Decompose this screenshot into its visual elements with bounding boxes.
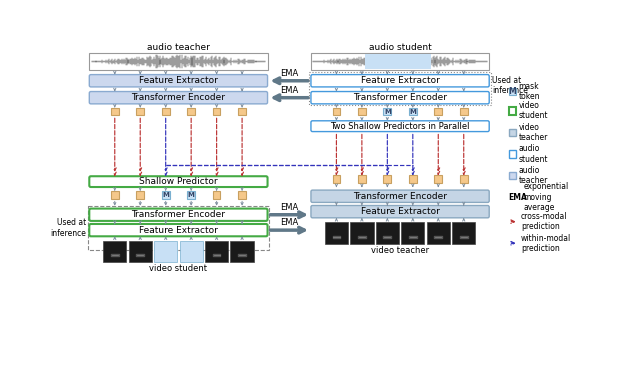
Bar bbox=[162, 108, 170, 115]
Bar bbox=[136, 108, 144, 115]
Bar bbox=[129, 241, 152, 262]
FancyBboxPatch shape bbox=[311, 92, 489, 104]
FancyBboxPatch shape bbox=[311, 190, 489, 203]
Bar bbox=[188, 191, 195, 199]
Text: M: M bbox=[509, 87, 516, 96]
Bar bbox=[358, 176, 365, 183]
Bar bbox=[460, 176, 468, 183]
FancyBboxPatch shape bbox=[311, 205, 489, 218]
Text: Transformer Encoder: Transformer Encoder bbox=[353, 93, 447, 102]
Text: Used at
inference: Used at inference bbox=[492, 76, 528, 95]
Bar bbox=[333, 108, 340, 115]
Bar bbox=[180, 241, 203, 262]
FancyBboxPatch shape bbox=[311, 121, 489, 131]
Bar bbox=[383, 108, 391, 115]
Bar bbox=[509, 107, 516, 115]
Bar bbox=[238, 108, 246, 115]
Text: Shallow Predictor: Shallow Predictor bbox=[139, 177, 218, 186]
Bar bbox=[509, 172, 516, 179]
Bar bbox=[401, 222, 424, 244]
FancyBboxPatch shape bbox=[90, 208, 268, 221]
Bar bbox=[409, 176, 417, 183]
Bar bbox=[311, 53, 489, 70]
Text: EMA: EMA bbox=[280, 218, 298, 227]
Text: audio
student: audio student bbox=[518, 144, 548, 164]
Text: EMA: EMA bbox=[280, 69, 298, 78]
Text: audio student: audio student bbox=[369, 42, 431, 51]
Text: audio teacher: audio teacher bbox=[147, 42, 210, 51]
Bar bbox=[509, 150, 516, 158]
Text: Feature Extractor: Feature Extractor bbox=[139, 226, 218, 235]
Bar bbox=[111, 108, 118, 115]
Bar bbox=[103, 241, 126, 262]
Bar bbox=[309, 72, 491, 105]
FancyBboxPatch shape bbox=[90, 92, 268, 104]
Bar bbox=[136, 191, 144, 199]
Bar bbox=[238, 191, 246, 199]
Bar bbox=[365, 54, 431, 69]
Bar bbox=[435, 176, 442, 183]
Text: video
teacher: video teacher bbox=[518, 123, 548, 142]
Bar bbox=[409, 108, 417, 115]
Bar bbox=[88, 205, 269, 250]
Text: within-modal
prediction: within-modal prediction bbox=[521, 234, 572, 253]
Text: EMA: EMA bbox=[509, 192, 527, 201]
Text: audio
teacher: audio teacher bbox=[518, 166, 548, 185]
Bar bbox=[212, 108, 221, 115]
Bar bbox=[324, 222, 348, 244]
Bar bbox=[205, 241, 228, 262]
Bar bbox=[383, 176, 391, 183]
Text: EMA: EMA bbox=[280, 203, 298, 212]
Bar bbox=[452, 222, 476, 244]
Bar bbox=[509, 88, 516, 95]
FancyBboxPatch shape bbox=[90, 224, 268, 236]
Text: Transformer Encoder: Transformer Encoder bbox=[353, 192, 447, 201]
Text: Two Shallow Predictors in Parallel: Two Shallow Predictors in Parallel bbox=[330, 122, 470, 131]
Bar bbox=[358, 108, 365, 115]
Bar bbox=[509, 128, 516, 136]
Text: Feature Extractor: Feature Extractor bbox=[360, 76, 440, 85]
Text: M: M bbox=[163, 192, 169, 198]
Text: video teacher: video teacher bbox=[371, 246, 429, 254]
Text: cross-modal
prediction: cross-modal prediction bbox=[521, 212, 568, 231]
FancyBboxPatch shape bbox=[90, 74, 268, 87]
Bar bbox=[350, 222, 374, 244]
Bar bbox=[111, 191, 118, 199]
Text: EMA: EMA bbox=[280, 86, 298, 95]
FancyBboxPatch shape bbox=[311, 74, 489, 87]
Bar bbox=[90, 53, 268, 70]
Text: M: M bbox=[188, 192, 195, 198]
Bar bbox=[460, 108, 468, 115]
Bar bbox=[154, 241, 177, 262]
Bar bbox=[427, 222, 450, 244]
Bar bbox=[162, 191, 170, 199]
FancyBboxPatch shape bbox=[90, 176, 268, 187]
Text: Used at
inference: Used at inference bbox=[51, 218, 86, 238]
Bar bbox=[230, 241, 253, 262]
Bar bbox=[435, 108, 442, 115]
Text: mask
token: mask token bbox=[518, 82, 540, 101]
Bar bbox=[376, 222, 399, 244]
Text: M: M bbox=[410, 108, 416, 115]
Bar bbox=[333, 176, 340, 183]
Text: exponential
moving
average: exponential moving average bbox=[524, 182, 568, 212]
Text: Feature Extractor: Feature Extractor bbox=[360, 207, 440, 216]
Bar bbox=[212, 191, 221, 199]
Text: video student: video student bbox=[149, 264, 207, 273]
Bar bbox=[188, 108, 195, 115]
Text: Transformer Encoder: Transformer Encoder bbox=[131, 210, 225, 219]
Text: video
student: video student bbox=[518, 101, 548, 120]
Text: Feature Extractor: Feature Extractor bbox=[139, 76, 218, 85]
Text: M: M bbox=[384, 108, 391, 115]
Text: Transformer Encoder: Transformer Encoder bbox=[131, 93, 225, 102]
